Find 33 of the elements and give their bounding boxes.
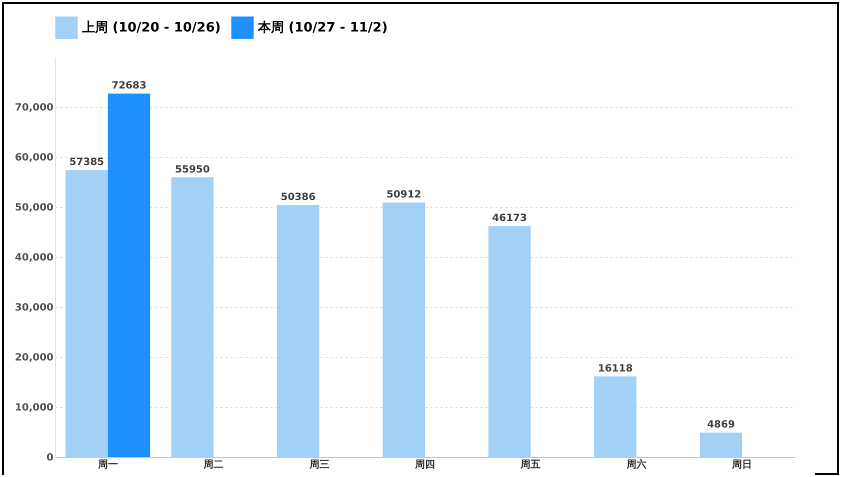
data-label: 72683 (112, 80, 146, 92)
data-label: 4869 (707, 420, 735, 431)
x-tick-label: 周四 (414, 458, 435, 470)
x-tick-label: 周日 (731, 458, 752, 470)
y-tick-label: 40,000 (14, 252, 54, 264)
data-label: 57385 (69, 157, 104, 168)
legend-label: 本周 (10/27 - 11/2) (257, 20, 388, 36)
y-tick-label: 60,000 (14, 152, 54, 164)
data-label: 50912 (386, 189, 422, 200)
bar (594, 376, 636, 457)
bar (66, 170, 108, 457)
x-tick-label: 周三 (308, 458, 330, 470)
bar (700, 432, 742, 457)
data-label: 46173 (492, 213, 528, 224)
legend-label: 上周 (10/20 - 10/26) (81, 20, 221, 36)
y-tick-label: 10,000 (14, 402, 54, 414)
bar (382, 202, 425, 457)
data-label: 16118 (598, 363, 633, 374)
bar (488, 226, 531, 457)
y-tick-label: 50,000 (14, 202, 54, 214)
y-tick-label: 70,000 (14, 102, 54, 114)
y-tick-label: 0 (46, 452, 54, 464)
data-label: 50386 (280, 192, 316, 204)
x-tick-label: 周六 (625, 458, 646, 470)
y-tick-label: 20,000 (14, 352, 54, 364)
x-tick-label: 周五 (520, 458, 541, 470)
x-tick-label: 周一 (96, 458, 118, 470)
bar (171, 177, 214, 457)
y-tick-label: 30,000 (14, 302, 54, 314)
bar (108, 94, 150, 457)
bar (277, 205, 320, 457)
data-label: 55950 (175, 164, 210, 176)
x-tick-label: 周二 (202, 458, 224, 470)
